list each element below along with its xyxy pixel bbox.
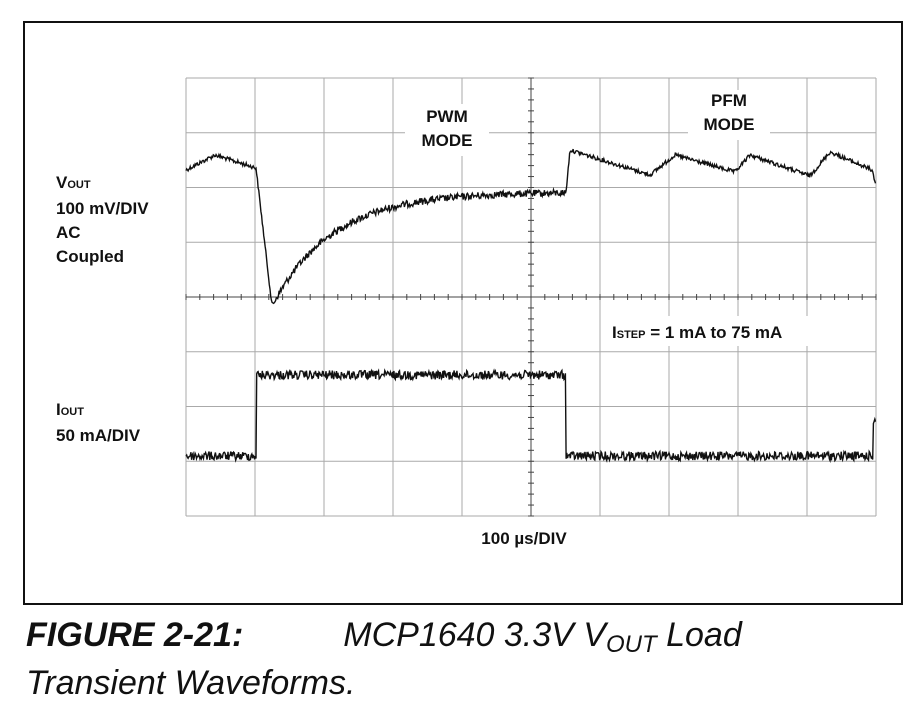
label-bg [688,90,770,140]
caption-number: FIGURE 2-21: [26,616,244,654]
pwm-label: MODE [422,131,473,150]
graticule [185,77,877,517]
iout-label: IOUT [56,400,84,419]
vout-label: VOUT [56,173,91,192]
vout-sub: OUT [67,179,91,191]
vout-trace [185,148,877,305]
istep-rest: = 1 mA to 75 mA [645,323,782,342]
iout-trace [185,368,877,464]
caption-text: Load [656,616,742,654]
istep-main: I [612,323,617,342]
istep-label: ISTEP = 1 mA to 75 mA [612,323,782,342]
iout-scale: 50 mA/DIV [56,426,141,445]
label-bg [605,316,845,346]
istep-sub: STEP [617,329,646,341]
vout-main: V [56,173,68,192]
caption-text: MCP1640 3.3V V [343,616,606,654]
time-label: 100 µs/DIV [481,529,567,548]
pfm-label: MODE [704,115,755,134]
caption-line: Transient Waveforms. [26,664,356,702]
figure: PWM MODE PFM MODE VOUT 100 mV/DIV AC Cou… [23,21,903,605]
pwm-label: PWM [426,107,468,126]
caption-line: FIGURE 2-21: MCP1640 3.3V VOUT Load [26,616,742,659]
iout-sub: OUT [61,406,85,418]
label-bg [405,104,489,156]
vout-coupling: Coupled [56,247,124,266]
pfm-label: PFM [711,91,747,110]
vout-coupling: AC [56,223,81,242]
iout-main: I [56,400,61,419]
caption-sub: OUT [605,631,657,658]
vout-scale: 100 mV/DIV [56,199,149,218]
